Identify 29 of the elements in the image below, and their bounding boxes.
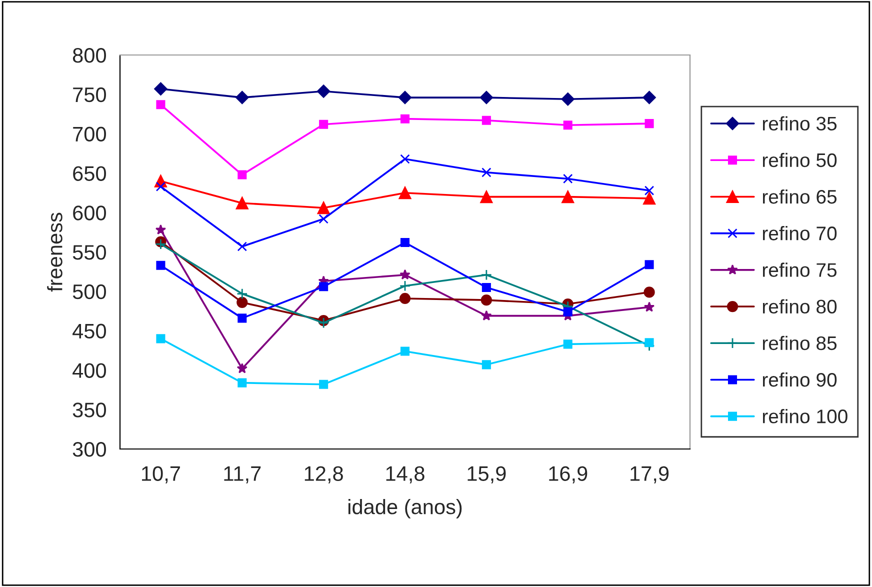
legend-label: refino 90 bbox=[762, 372, 837, 387]
x-tick-label: 15,9 bbox=[468, 466, 506, 484]
y-tick-label: 700 bbox=[73, 126, 106, 142]
y-tick-label: 500 bbox=[72, 284, 106, 300]
y-tick-label: 400 bbox=[72, 363, 106, 378]
legend-label: refino 50 bbox=[762, 152, 837, 168]
x-tick-label: 12,8 bbox=[304, 466, 343, 484]
y-axis-title: freeness bbox=[47, 212, 62, 292]
x-tick-label: 17,9 bbox=[630, 466, 669, 484]
y-tick-label: 650 bbox=[73, 166, 106, 181]
y-tick-label: 450 bbox=[72, 324, 106, 339]
y-tick-label: 800 bbox=[72, 48, 106, 63]
x-tick-label: 10,7 bbox=[142, 466, 180, 484]
legend-label: refino 65 bbox=[762, 189, 837, 204]
y-tick-label: 350 bbox=[72, 402, 106, 418]
y-tick-label: 600 bbox=[73, 206, 106, 220]
legend-label: refino 70 bbox=[762, 226, 837, 240]
x-tick-label: 14,8 bbox=[386, 466, 424, 484]
x-tick-label: 16,9 bbox=[549, 466, 588, 484]
x-tick-label: 11,7 bbox=[224, 466, 261, 484]
y-tick-label: 550 bbox=[72, 245, 106, 260]
legend-label: refino 35 bbox=[762, 116, 837, 131]
legend-label: refino 80 bbox=[762, 299, 837, 314]
y-tick-label: 300 bbox=[72, 442, 106, 457]
legend-label: refino 100 bbox=[762, 409, 848, 424]
x-axis-title: idade (anos) bbox=[348, 498, 462, 518]
legend-label: refino 75 bbox=[762, 262, 837, 277]
y-tick-label: 750 bbox=[73, 87, 106, 102]
legend-label: refino 85 bbox=[762, 336, 837, 350]
